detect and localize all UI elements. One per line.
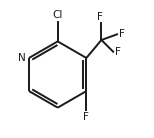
Text: Cl: Cl	[53, 10, 63, 20]
Text: F: F	[119, 29, 125, 39]
Text: F: F	[83, 112, 89, 122]
Text: F: F	[115, 47, 121, 57]
Text: F: F	[97, 12, 103, 22]
Text: N: N	[18, 53, 26, 63]
